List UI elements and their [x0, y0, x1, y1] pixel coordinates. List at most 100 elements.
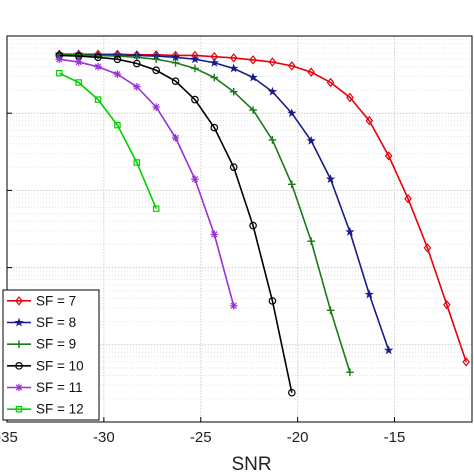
data-point [133, 159, 141, 166]
data-point [74, 58, 83, 66]
legend-label: SF = 8 [36, 315, 76, 330]
data-point [267, 86, 278, 96]
data-point [307, 67, 315, 77]
series-3 [55, 51, 354, 377]
series-line [59, 53, 467, 363]
series-1 [55, 49, 470, 367]
data-point [249, 106, 257, 114]
data-point [152, 103, 160, 111]
data-point [229, 63, 239, 73]
data-point [268, 57, 277, 67]
data-point [56, 69, 63, 77]
legend-entry: SF = 12 [7, 402, 84, 417]
data-point [152, 205, 160, 212]
data-point [325, 174, 336, 184]
series-line [59, 54, 293, 393]
series-line [59, 54, 351, 373]
x-tick-label: -35 [0, 429, 18, 446]
legend-entry: SF = 10 [7, 358, 84, 373]
x-axis-title: SNR [231, 454, 271, 474]
data-point [15, 383, 23, 392]
data-point [190, 54, 200, 64]
data-point [229, 87, 238, 96]
data-point [326, 306, 335, 315]
x-tick-label: -20 [287, 429, 309, 446]
data-point [345, 226, 355, 236]
legend-entry: SF = 11 [7, 380, 83, 395]
legend-entry: SF = 7 [7, 293, 76, 308]
data-point [114, 121, 121, 129]
x-ticks: -35 -30 -25 -20 -15 [0, 35, 406, 446]
data-point [443, 300, 451, 310]
data-point [152, 55, 160, 64]
data-point [306, 135, 316, 145]
data-point [191, 175, 199, 183]
data-point [15, 405, 23, 413]
legend-label: SF = 7 [36, 293, 76, 308]
data-point [171, 58, 180, 67]
legend-box [2, 289, 100, 421]
data-point [364, 289, 374, 299]
data-point [346, 92, 354, 103]
data-point [113, 55, 122, 64]
data-point [170, 52, 181, 62]
legend-entry: SF = 9 [7, 337, 76, 352]
legend-label: SF = 9 [36, 337, 76, 352]
legend: SF = 7 SF = 8 SF = 9 SF = 10 SF = 11 SF = 12 [2, 289, 100, 421]
data-point [248, 72, 258, 82]
series-6 [56, 69, 160, 212]
series-2 [54, 49, 394, 355]
data-point [94, 96, 102, 103]
series-line [59, 53, 390, 351]
data-point [249, 55, 257, 65]
data-point [191, 64, 199, 73]
data-point [384, 345, 394, 355]
x-tick-label: -25 [190, 429, 212, 446]
data-point [287, 388, 296, 397]
data-point [346, 368, 354, 377]
legend-label: SF = 12 [36, 402, 84, 417]
data-point [55, 55, 64, 64]
data-point [210, 230, 219, 239]
data-point [307, 237, 315, 245]
data-point [133, 82, 141, 91]
data-point [249, 221, 257, 230]
data-point [288, 61, 296, 71]
legend-label: SF = 11 [36, 380, 83, 395]
series-5 [55, 55, 238, 310]
data-point [113, 70, 122, 79]
data-point [229, 302, 238, 310]
data-point [152, 66, 161, 75]
x-tick-label: -15 [384, 429, 406, 446]
data-point [132, 59, 141, 68]
data-point [171, 77, 180, 85]
data-point [210, 73, 219, 82]
series-layer [54, 49, 470, 397]
data-point [423, 243, 432, 253]
data-point [287, 108, 297, 118]
data-point [268, 297, 277, 305]
data-point [14, 317, 24, 327]
series-line [58, 72, 157, 209]
data-point [404, 193, 412, 204]
data-point [229, 163, 238, 171]
data-point [384, 151, 393, 161]
data-point [15, 296, 23, 306]
plot-frame [6, 35, 473, 423]
data-point [94, 62, 102, 71]
data-point [326, 77, 335, 88]
grid-layer [7, 36, 472, 423]
data-point [209, 57, 219, 67]
data-point [171, 134, 180, 142]
data-point [462, 357, 470, 367]
data-point [268, 136, 277, 144]
data-point [15, 362, 23, 370]
data-point [288, 180, 296, 189]
data-point [365, 115, 374, 126]
data-point [191, 95, 199, 104]
legend-entry: SF = 8 [7, 315, 76, 330]
data-point [210, 123, 219, 132]
x-tick-label: -30 [93, 429, 115, 446]
data-point [75, 79, 82, 86]
